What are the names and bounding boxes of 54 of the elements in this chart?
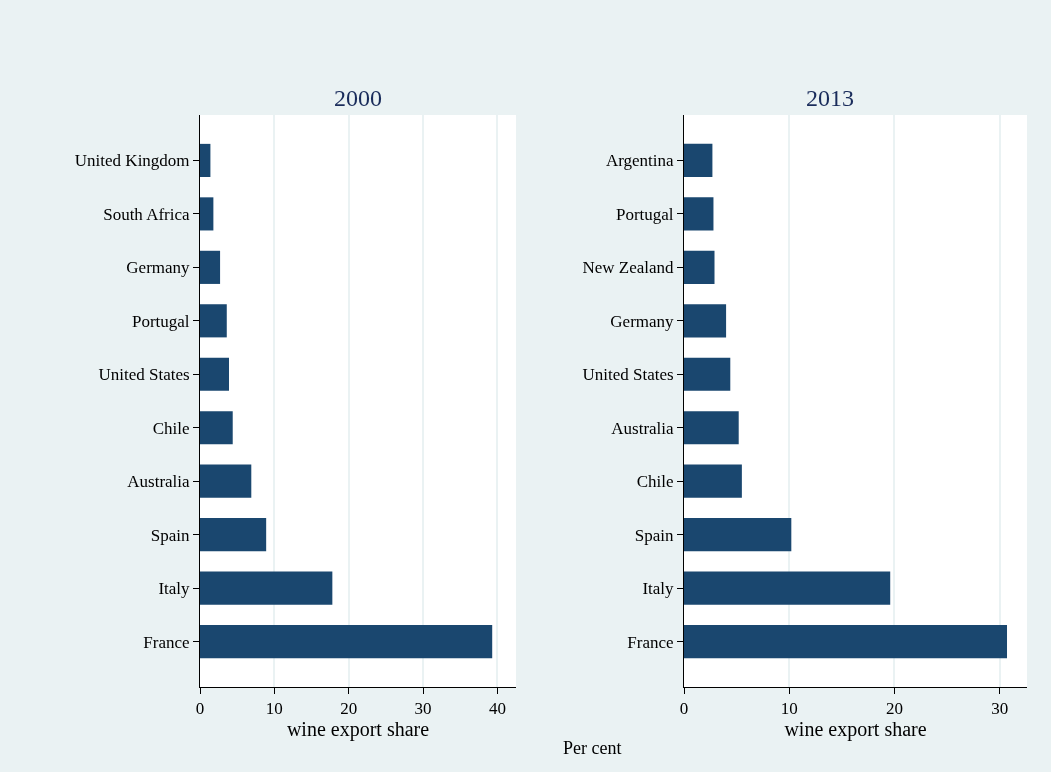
y-tick-label: Italy xyxy=(642,579,675,599)
bar xyxy=(200,197,214,231)
y-tick-label: Spain xyxy=(150,525,191,545)
y-tick-label: Chile xyxy=(152,418,190,438)
y-tick-label: Australia xyxy=(611,418,675,438)
bar xyxy=(684,143,713,178)
x-axis-title: wine export share xyxy=(286,718,430,742)
y-tick-label: Germany xyxy=(126,258,191,278)
y-tick-label: United Kingdom xyxy=(74,151,190,171)
x-tick-label: 40 xyxy=(488,699,506,719)
bar xyxy=(684,197,714,231)
bar xyxy=(200,518,267,552)
y-tick-label: United States xyxy=(582,365,674,385)
bar xyxy=(200,143,211,178)
x-tick-label: 20 xyxy=(340,699,358,719)
y-tick-label: Portugal xyxy=(131,311,190,331)
bar xyxy=(684,518,792,552)
bar xyxy=(200,250,221,284)
bar xyxy=(200,357,229,391)
x-tick-label: 30 xyxy=(991,699,1009,719)
x-axis-title: wine export share xyxy=(784,718,927,742)
bar xyxy=(200,624,493,659)
x-tick-label: 20 xyxy=(885,699,903,719)
bar xyxy=(200,411,233,445)
bar xyxy=(200,304,227,338)
bar xyxy=(684,357,731,391)
x-tick-label: 10 xyxy=(265,699,283,719)
x-tick-label: 0 xyxy=(679,699,689,719)
bar xyxy=(684,250,715,284)
y-tick-label: Spain xyxy=(634,525,675,545)
bar xyxy=(684,304,727,338)
y-tick-label: France xyxy=(143,632,190,652)
y-tick-label: France xyxy=(627,632,674,652)
bar xyxy=(684,411,739,445)
y-tick-label: Italy xyxy=(158,579,191,599)
y-tick-label: United States xyxy=(98,365,190,385)
y-tick-label: Australia xyxy=(127,472,191,492)
x-tick-label: 0 xyxy=(195,699,205,719)
bar xyxy=(200,571,333,605)
chart-title: 2000 xyxy=(334,85,382,111)
x-tick-label: 30 xyxy=(414,699,432,719)
bar xyxy=(684,571,891,605)
x-tick-label: 10 xyxy=(780,699,798,719)
chart-title: 2013 xyxy=(806,85,854,111)
y-tick-label: New Zealand xyxy=(582,258,675,278)
bar xyxy=(684,624,1008,659)
y-tick-label: Chile xyxy=(636,472,674,492)
y-tick-label: Argentina xyxy=(605,151,675,171)
y-tick-label: Germany xyxy=(610,311,675,331)
y-tick-label: South Africa xyxy=(103,204,191,224)
bar xyxy=(684,464,742,498)
bar xyxy=(200,464,252,498)
y-tick-label: Portugal xyxy=(615,204,674,224)
text: Per cent xyxy=(563,738,622,758)
